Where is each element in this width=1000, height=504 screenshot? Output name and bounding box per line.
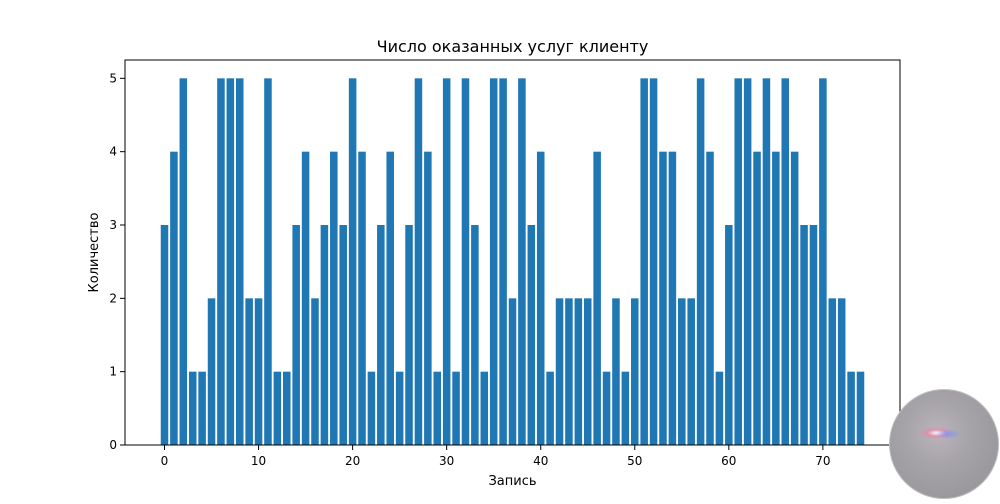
bar: [273, 371, 282, 445]
bar: [395, 371, 404, 445]
bar: [461, 78, 470, 445]
bar: [358, 151, 366, 445]
bar: [546, 371, 554, 445]
bar: [828, 298, 837, 445]
bar: [226, 78, 235, 445]
x-tick-label: 0: [161, 454, 169, 468]
bar: [508, 298, 517, 445]
y-tick-label: 4: [109, 145, 117, 159]
bar: [640, 78, 648, 445]
bar: [339, 225, 347, 445]
x-tick-label: 10: [251, 454, 266, 468]
bar: [320, 225, 329, 445]
bar: [527, 225, 536, 445]
bar: [856, 371, 865, 445]
bar: [819, 78, 827, 445]
bar: [734, 78, 742, 445]
bar: [593, 151, 601, 445]
bar: [499, 78, 507, 445]
bar: [565, 298, 573, 445]
bar: [311, 298, 319, 445]
bar: [555, 298, 564, 445]
bar: [668, 151, 677, 445]
bar: [188, 371, 197, 445]
x-axis-label: Запись: [488, 474, 536, 489]
bar: [414, 78, 423, 445]
bar: [160, 225, 169, 445]
bar: [283, 371, 291, 445]
bar: [649, 78, 658, 445]
bar: [433, 371, 442, 445]
bar: [179, 78, 188, 445]
chart-title: Число оказанных услуг клиенту: [377, 37, 649, 56]
bar: [753, 151, 761, 445]
bar: [405, 225, 413, 445]
bar: [217, 78, 225, 445]
bar: [471, 225, 479, 445]
bar: [809, 225, 818, 445]
bar: [536, 151, 545, 445]
bar: [424, 151, 432, 445]
y-tick-label: 5: [109, 71, 117, 85]
x-tick-label: 40: [533, 454, 548, 468]
bar: [207, 298, 216, 445]
bar: [442, 78, 451, 445]
bar: [687, 298, 695, 445]
bar: [377, 225, 385, 445]
bar: [621, 371, 630, 445]
bar: [198, 371, 206, 445]
bar: [743, 78, 752, 445]
bar: [696, 78, 705, 445]
bar: [612, 298, 620, 445]
flare-glint-blue-icon: [935, 429, 961, 439]
bar: [245, 298, 253, 445]
y-tick-label: 2: [109, 291, 117, 305]
bar: [725, 225, 733, 445]
bar: [790, 151, 799, 445]
bar: [781, 78, 790, 445]
bar: [837, 298, 846, 445]
bar: [348, 78, 357, 445]
bar: [254, 298, 263, 445]
bar: [386, 151, 394, 445]
bar: [235, 78, 244, 445]
y-tick-label: 3: [109, 218, 117, 232]
x-tick-label: 70: [815, 454, 830, 468]
bars-layer: [160, 78, 865, 445]
lens-flare-circle-icon: [889, 389, 999, 499]
y-axis-label: Количество: [87, 212, 102, 292]
bar: [452, 371, 460, 445]
x-tick-label: 20: [345, 454, 360, 468]
axes-layer: 0 10 20 30 40 50 60 70 0 1 2 3 4 5: [109, 59, 901, 468]
y-tick-label: 0: [109, 438, 117, 452]
bar: [480, 371, 489, 445]
bar: [678, 298, 686, 445]
bar: [170, 151, 178, 445]
plot-frame: [124, 59, 901, 446]
bar: [772, 151, 780, 445]
bar: [518, 78, 526, 445]
x-tick-label: 50: [627, 454, 642, 468]
bar: [489, 78, 498, 445]
bar: [583, 298, 592, 445]
bar: [659, 151, 667, 445]
bar: [292, 225, 300, 445]
y-tick-label: 1: [109, 365, 117, 379]
bar: [301, 151, 310, 445]
bar: [715, 371, 724, 445]
bar: [847, 371, 855, 445]
bar: [602, 371, 611, 445]
bar: [706, 151, 714, 445]
x-tick-label: 60: [721, 454, 736, 468]
bar: [574, 298, 583, 445]
bar: [367, 371, 376, 445]
bar: [762, 78, 771, 445]
bar: [800, 225, 808, 445]
bar: [330, 151, 338, 445]
bar: [631, 298, 639, 445]
x-tick-label: 30: [439, 454, 454, 468]
bar: [264, 78, 272, 445]
